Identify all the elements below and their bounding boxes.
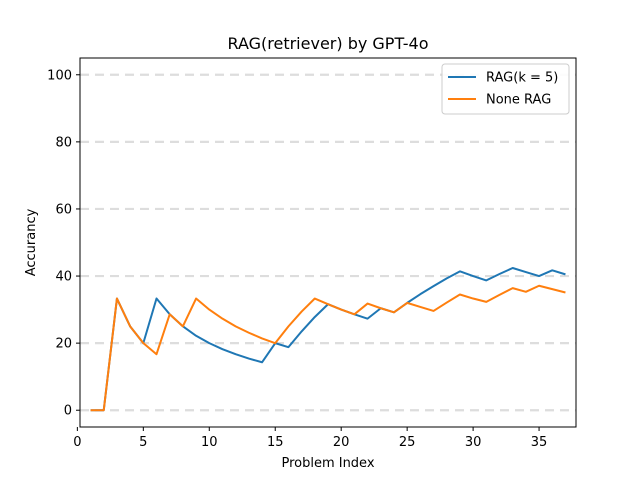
legend: RAG(k = 5) None RAG <box>441 63 570 115</box>
legend-label-2: None RAG <box>486 93 551 108</box>
x-tick-label: 10 <box>201 435 218 450</box>
legend-label-1: RAG(k = 5) <box>486 71 558 86</box>
y-tick-label: 20 <box>55 337 72 352</box>
y-tick-label: 0 <box>64 404 72 419</box>
x-tick-label: 0 <box>73 435 81 450</box>
y-tick-label: 100 <box>47 68 72 83</box>
y-axis-title: Accurancy <box>24 208 39 276</box>
series-line-2 <box>90 284 566 412</box>
y-axis-ticks: 0 20 40 60 80 100 <box>47 68 80 419</box>
x-axis-ticks: 0 5 10 15 20 25 30 35 <box>73 427 547 450</box>
x-tick-label: 15 <box>267 435 284 450</box>
x-tick-label: 35 <box>531 435 548 450</box>
plot-frame <box>79 57 577 428</box>
chart-title: RAG(retriever) by GPT-4o <box>227 34 428 53</box>
y-tick-label: 40 <box>55 270 72 285</box>
x-tick-label: 5 <box>139 435 147 450</box>
x-tick-label: 20 <box>333 435 350 450</box>
series-lines <box>90 266 566 412</box>
x-tick-label: 25 <box>399 435 416 450</box>
y-tick-label: 60 <box>55 202 72 217</box>
x-tick-label: 30 <box>465 435 482 450</box>
y-tick-label: 80 <box>55 135 72 150</box>
x-axis-title: Problem Index <box>281 456 374 471</box>
